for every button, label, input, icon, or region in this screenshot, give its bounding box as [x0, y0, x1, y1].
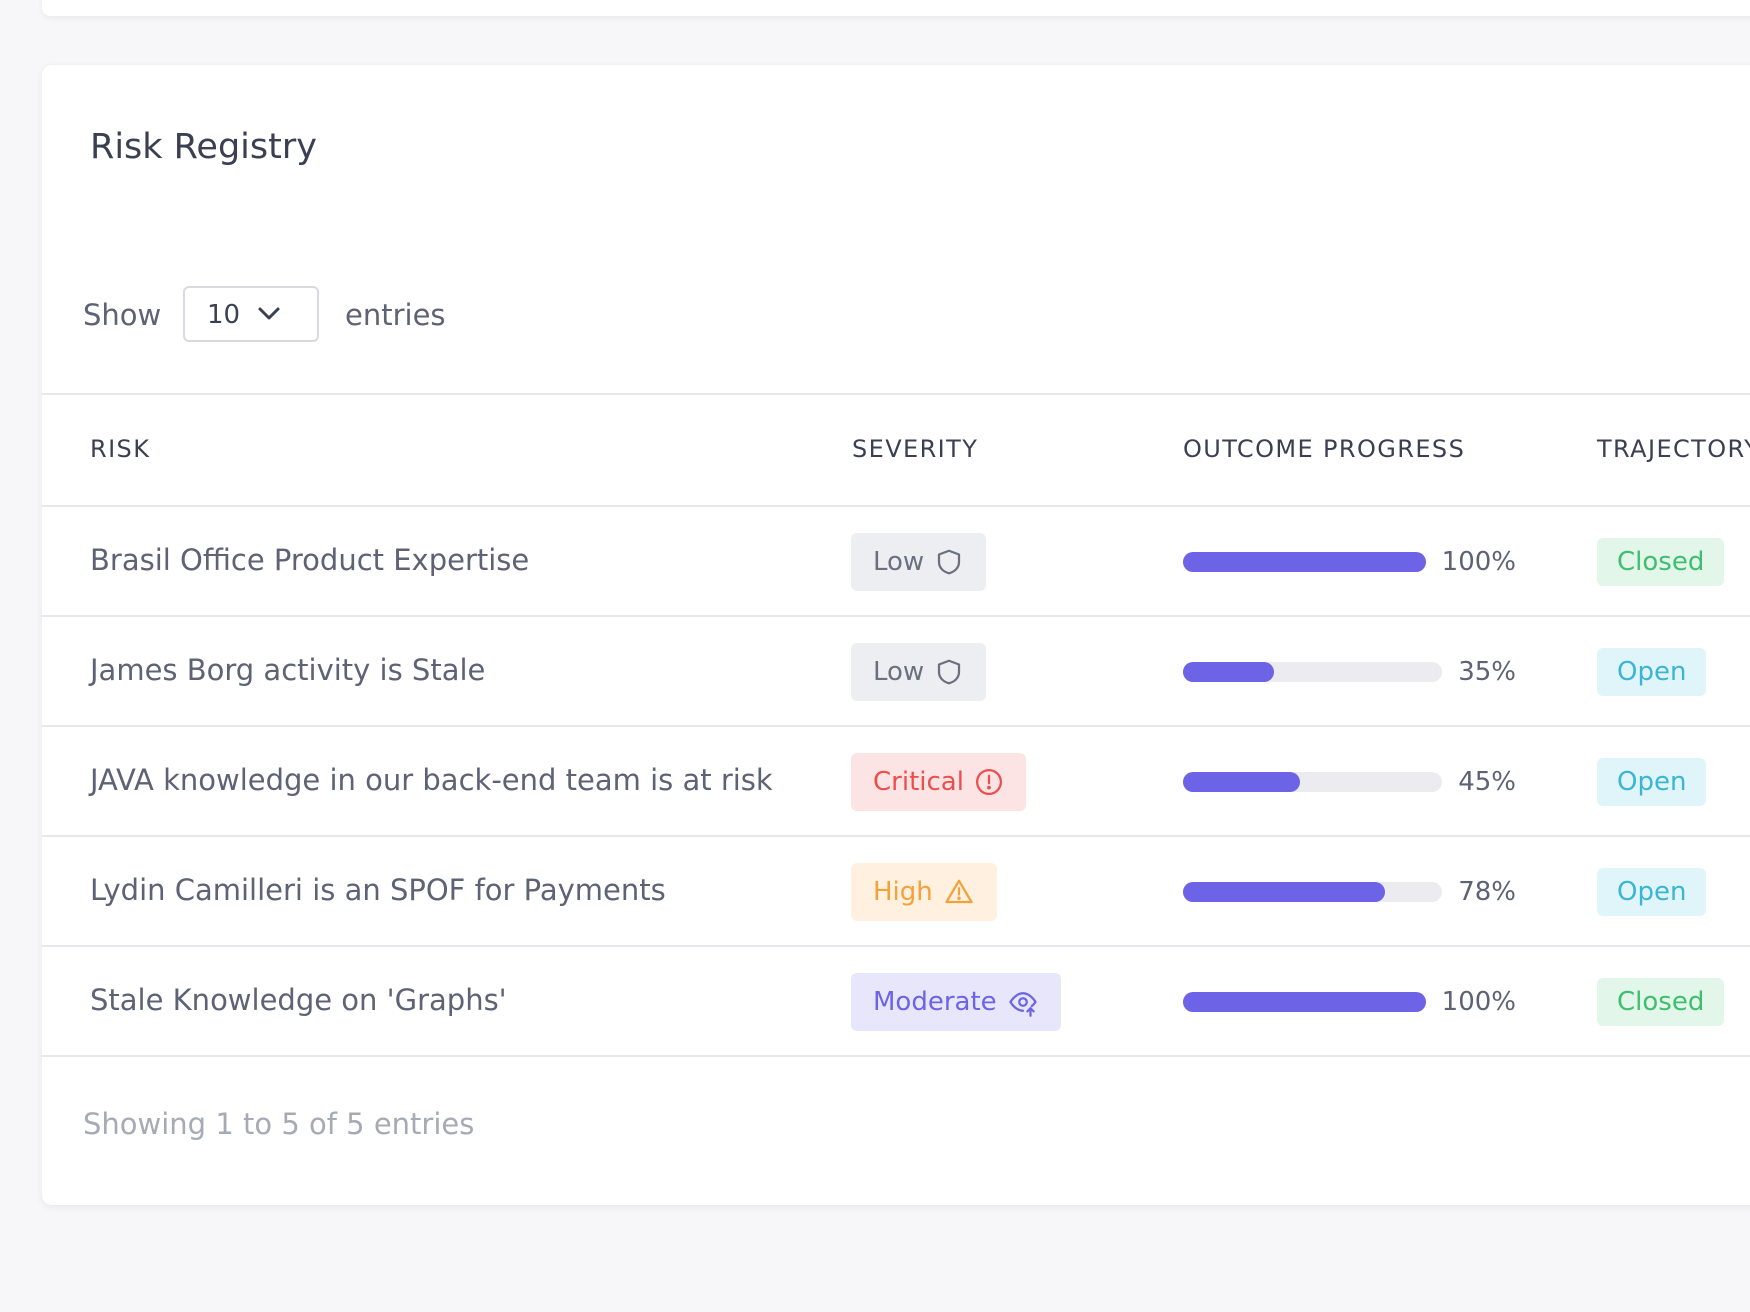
progress: 100%: [1183, 542, 1516, 582]
table-info: Showing 1 to 5 of 5 entries: [83, 1107, 475, 1141]
progress-track: [1183, 882, 1443, 902]
risk-card: Risk Registry Show 10 entries RISK SEVER…: [42, 65, 1750, 1205]
severity-text: Critical: [873, 767, 964, 797]
table-row: Lydin Camilleri is an SPOF for Payments H…: [42, 837, 1750, 947]
column-header[interactable]: SEVERITY: [852, 435, 979, 463]
show-label: Show: [83, 298, 162, 332]
table-row: JAVA knowledge in our back-end team is a…: [42, 727, 1750, 837]
progress: 78%: [1183, 872, 1516, 912]
progress-track: [1183, 992, 1426, 1012]
severity-icon: [938, 659, 961, 685]
severity-icon: [938, 549, 961, 575]
table-row: Stale Knowledge on 'Graphs' Moderate 100% C…: [42, 947, 1750, 1057]
trajectory-badge: Open: [1597, 758, 1707, 806]
severity-badge: High: [851, 863, 997, 921]
entries-label: entries: [345, 298, 446, 332]
severity-badge: Critical: [851, 753, 1026, 811]
severity-badge: Low: [851, 533, 987, 591]
divider: [42, 945, 1750, 947]
divider: [42, 835, 1750, 837]
severity-badge: Moderate: [851, 973, 1061, 1031]
risk-name: Lydin Camilleri is an SPOF for Payments: [90, 873, 666, 907]
progress-bar: [1183, 662, 1274, 682]
progress-track: [1183, 662, 1443, 682]
severity-text: Moderate: [873, 987, 997, 1017]
severity-badge: Low: [851, 643, 987, 701]
divider: [42, 393, 1750, 395]
divider: [42, 505, 1750, 507]
column-header[interactable]: RISK: [90, 435, 151, 463]
chevron-icon: [258, 307, 280, 320]
progress-bar: [1183, 772, 1300, 792]
progress-track: [1183, 772, 1443, 792]
risk-name: Brasil Office Product Expertise: [90, 543, 530, 577]
progress-label: 45%: [1458, 767, 1516, 797]
card-title: Risk Registry: [90, 127, 317, 167]
progress-bar: [1183, 882, 1386, 902]
risk-name: James Borg activity is Stale: [90, 653, 486, 687]
progress-label: 100%: [1441, 987, 1516, 1017]
severity-icon: [945, 879, 973, 904]
progress: 35%: [1183, 652, 1516, 692]
divider: [42, 1055, 1750, 1057]
severity-text: High: [873, 877, 933, 907]
divider: [42, 615, 1750, 617]
risk-name: JAVA knowledge in our back-end team is a…: [90, 763, 773, 797]
severity-text: Low: [873, 657, 925, 687]
progress: 45%: [1183, 762, 1516, 802]
severity-icon: [975, 769, 1002, 795]
column-header[interactable]: TRAJECTORY: [1597, 435, 1750, 463]
progress: 100%: [1183, 982, 1516, 1022]
progress-label: 100%: [1441, 547, 1516, 577]
trajectory-badge: Closed: [1597, 538, 1725, 586]
progress-label: 35%: [1458, 657, 1516, 687]
select-value: 10: [207, 300, 241, 330]
progress-label: 78%: [1458, 877, 1516, 907]
progress-bar: [1183, 992, 1426, 1012]
progress-bar: [1183, 552, 1426, 572]
risk-name: Stale Knowledge on 'Graphs': [90, 983, 507, 1017]
trajectory-badge: Closed: [1597, 978, 1725, 1026]
severity-text: Low: [873, 547, 925, 577]
trajectory-badge: Open: [1597, 868, 1707, 916]
divider: [42, 725, 1750, 727]
table-row: Brasil Office Product Expertise Low 100% Cl…: [42, 507, 1750, 617]
table-row: James Borg activity is Stale Low 35% Open: [42, 617, 1750, 727]
column-header[interactable]: OUTCOME PROGRESS: [1183, 435, 1466, 463]
severity-icon: [1009, 992, 1037, 1017]
entries-select[interactable]: 10: [183, 286, 319, 342]
progress-track: [1183, 552, 1426, 572]
top-card: [42, 0, 1750, 16]
trajectory-badge: Open: [1597, 648, 1707, 696]
